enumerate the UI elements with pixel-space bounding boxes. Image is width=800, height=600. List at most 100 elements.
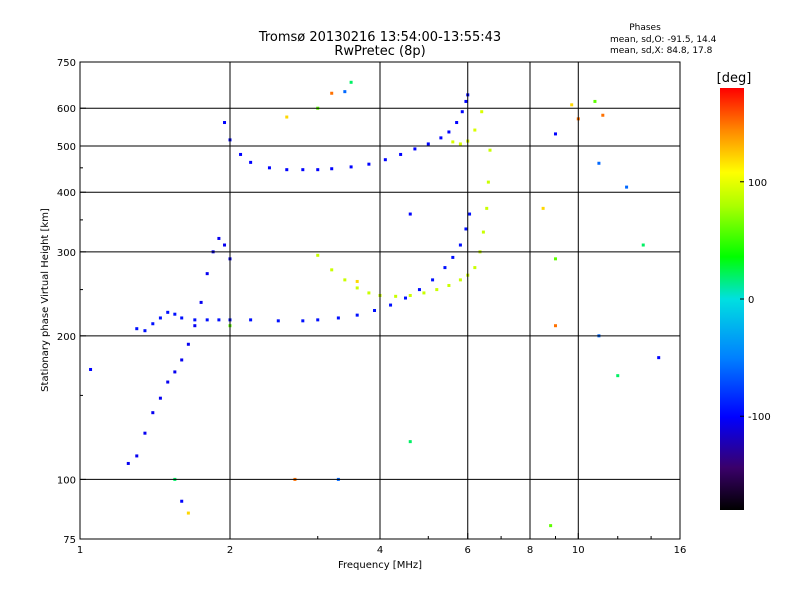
scatter-point [451, 140, 455, 144]
scatter-point [625, 185, 629, 189]
scatter-point [151, 411, 155, 415]
scatter-point [330, 91, 334, 95]
scatter-point [223, 243, 227, 247]
y-axis-ticks: 75 100 200 300 400 500 600 750 [57, 58, 86, 546]
scatter-point [447, 283, 451, 287]
scatter-point [349, 165, 353, 169]
scatter-point [553, 324, 557, 328]
scatter-point [657, 356, 661, 360]
scatter-point [468, 212, 472, 216]
scatter-point [389, 303, 393, 307]
scatter-point [143, 431, 147, 435]
scatter-point [193, 324, 197, 328]
scatter-point [447, 130, 451, 134]
scatter-point [417, 288, 421, 292]
scatter-point [135, 327, 139, 331]
scatter-point [285, 168, 289, 172]
scatter-point [126, 461, 130, 465]
scatter-point [408, 212, 412, 216]
stats-line-x: mean, sd,X: 84.8, 17.8 [610, 46, 713, 56]
scatter-point [135, 454, 139, 458]
x-tick-label: 10 [572, 545, 585, 556]
scatter-point [166, 310, 170, 314]
scatter-point [458, 243, 462, 247]
scatter-point [473, 128, 477, 132]
colorbar-tick-label: 100 [748, 178, 767, 189]
scatter-point [301, 319, 305, 323]
scatter-point [180, 358, 184, 362]
scatter-point [383, 158, 387, 162]
chart-subtitle: RwPretec (8p) [334, 44, 425, 59]
scatter-point [426, 142, 430, 146]
scatter-point [458, 142, 462, 146]
y-tick-label: 75 [63, 535, 76, 546]
scatter-point [597, 161, 601, 165]
scatter-point [186, 511, 190, 515]
scatter-point [330, 167, 334, 171]
scatter-point [349, 80, 353, 84]
scatter-point [473, 266, 477, 270]
scatter-point [205, 272, 209, 276]
stats-header: Phases [629, 23, 661, 33]
scatter-point [485, 206, 489, 210]
scatter-point [316, 168, 320, 172]
x-tick-label: 8 [527, 545, 533, 556]
scatter-point [205, 318, 209, 322]
y-tick-label: 400 [57, 188, 76, 199]
colorbar-ticks: 100 0 -100 [740, 178, 771, 423]
scatter-point [180, 499, 184, 503]
scatter-point [451, 255, 455, 259]
scatter-point [460, 110, 464, 114]
x-tick-label: 6 [465, 545, 471, 556]
scatter-point [464, 99, 468, 103]
x-axis-ticks: 1 2 4 6 8 10 16 [77, 533, 686, 556]
scatter-point [343, 278, 347, 282]
scatter-point [549, 524, 553, 528]
colorbar-tick-label: -100 [748, 412, 771, 423]
scatter-point [217, 236, 221, 240]
scatter-point [158, 316, 162, 320]
grid-layer [80, 62, 680, 539]
scatter-point [316, 318, 320, 322]
scatter-point [408, 293, 412, 297]
scatter-point [570, 103, 574, 107]
scatter-layer [89, 80, 661, 528]
scatter-point [488, 148, 492, 152]
scatter-point [403, 296, 407, 300]
scatter-point [249, 160, 253, 164]
scatter-point [458, 278, 462, 282]
scatter-point [413, 147, 417, 151]
scatter-point [394, 294, 398, 298]
scatter-point [541, 206, 545, 210]
x-tick-label: 4 [377, 545, 383, 556]
scatter-point [355, 286, 359, 290]
scatter-point [199, 300, 203, 304]
scatter-point [481, 230, 485, 234]
scatter-point [143, 329, 147, 333]
scatter-point [431, 278, 435, 282]
scatter-point [193, 318, 197, 322]
scatter-point [330, 268, 334, 272]
scatter-point [249, 318, 253, 322]
scatter-point [217, 318, 221, 322]
scatter-point [343, 90, 347, 94]
scatter-point [399, 152, 403, 156]
scatter-point [89, 367, 93, 371]
scatter-point [276, 319, 280, 323]
scatter-point [593, 99, 597, 103]
scatter-point [301, 168, 305, 172]
scatter-point [367, 291, 371, 295]
scatter-point [336, 316, 340, 320]
scatter-point [616, 374, 620, 378]
scatter-point [223, 121, 227, 125]
scatter-point [239, 152, 243, 156]
y-tick-label: 100 [57, 475, 76, 486]
scatter-point [553, 132, 557, 136]
scatter-point [373, 308, 377, 312]
y-tick-label: 600 [57, 104, 76, 115]
scatter-point [553, 257, 557, 261]
x-axis-label: Frequency [MHz] [338, 560, 422, 571]
y-tick-label: 750 [57, 58, 76, 69]
stats-line-o: mean, sd,O: -91.5, 14.4 [610, 35, 717, 45]
